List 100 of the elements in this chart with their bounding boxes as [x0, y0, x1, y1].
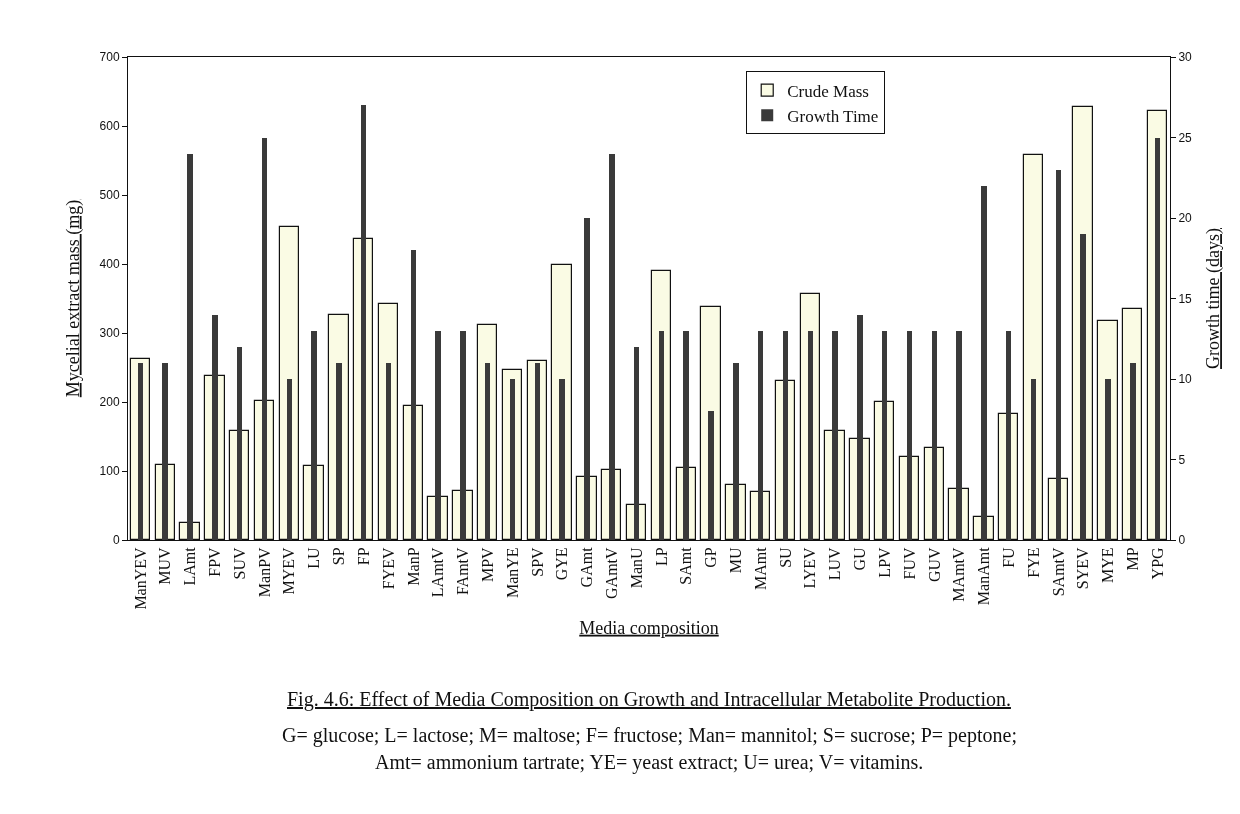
- bar: [435, 331, 441, 540]
- legend-label: Growth Time: [787, 106, 879, 126]
- bar: [237, 347, 242, 540]
- x-tick-label: GAmtV: [602, 546, 620, 599]
- bar: [460, 331, 466, 540]
- bar: [758, 331, 763, 540]
- x-tick-label: GP: [702, 547, 720, 568]
- bar: [683, 331, 689, 540]
- bar: [733, 363, 739, 540]
- x-tick-label: SP: [330, 547, 348, 566]
- bar: [1155, 138, 1160, 540]
- bar: [857, 315, 863, 540]
- y-tick-label: 200: [99, 395, 120, 410]
- y2-tick-label: 10: [1178, 372, 1193, 387]
- bar: [1056, 170, 1061, 540]
- bar: [981, 186, 987, 540]
- x-tick-label: ManYEV: [131, 546, 149, 610]
- x-axis-title: Media composition: [579, 617, 719, 638]
- text: G= glucose; L= lactose; M= maltose; F= fructose; Man= mannitol; S= sucrose; P= peptone;: [282, 724, 1017, 747]
- y-tick-label: 0: [112, 533, 120, 548]
- x-tick-label: MUV: [156, 546, 174, 585]
- x-tick-label: SU: [776, 546, 794, 568]
- bar: [708, 411, 714, 540]
- legend-label: Crude Mass: [787, 81, 869, 101]
- bar: [510, 379, 515, 540]
- bar: [386, 363, 391, 540]
- x-tick-label: SPV: [528, 546, 546, 577]
- x-tick-label: FP: [354, 547, 372, 566]
- bar: [1031, 379, 1036, 540]
- bar: [287, 379, 292, 540]
- y-tick-label: 500: [99, 188, 120, 203]
- y2-tick-label: 0: [1178, 533, 1186, 548]
- x-tick-label: SAmt: [677, 546, 695, 585]
- y-tick-label: 300: [99, 326, 120, 341]
- bar: [832, 331, 838, 540]
- x-tick-label: LAmtV: [429, 546, 447, 598]
- bar: [311, 331, 317, 540]
- x-tick-label: LAmt: [181, 546, 199, 586]
- caption: Fig. 4.6: Effect of Media Composition on Growth and Intracellular Metabolite Production.: [287, 688, 1011, 711]
- bar: [361, 105, 366, 540]
- x-tick-label: SYEV: [1074, 546, 1092, 590]
- x-tick-label: GYE: [553, 547, 571, 581]
- x-tick-label: SAmtV: [1049, 546, 1067, 597]
- y2-tick-label: 30: [1178, 50, 1193, 65]
- y2-tick-label: 5: [1178, 452, 1186, 467]
- y-tick-label: 700: [99, 50, 120, 65]
- bar: [808, 331, 813, 540]
- y-tick-label: 400: [99, 257, 120, 272]
- bar: [659, 331, 664, 540]
- x-tick-label: FPV: [206, 546, 224, 577]
- x-tick-label: MAmtV: [950, 546, 968, 602]
- bar: [336, 363, 342, 540]
- x-tick-label: MPV: [478, 546, 496, 583]
- y-tick-label: 100: [99, 464, 120, 479]
- x-tick-label: ManYE: [503, 547, 521, 599]
- text: Amt= ammonium tartrate; YE= yeast extract; U= urea; V= vitamins.: [375, 751, 924, 774]
- x-tick-label: MP: [1123, 547, 1141, 571]
- x-tick-label: ManAmt: [975, 546, 993, 606]
- bar: [882, 331, 887, 540]
- x-tick-label: GAmt: [578, 546, 596, 588]
- x-tick-label: FUV: [900, 546, 918, 580]
- x-tick-label: MYE: [1099, 547, 1117, 583]
- bar: [584, 218, 590, 540]
- y-axis-title: Mycelial extract mass (mg): [62, 199, 84, 398]
- bar: [559, 379, 565, 540]
- bar: [907, 331, 912, 540]
- x-tick-label: GUV: [925, 546, 943, 583]
- bar: [609, 154, 615, 540]
- y2-tick-label: 25: [1178, 130, 1193, 145]
- bar: [1006, 331, 1011, 540]
- bar: [1105, 379, 1111, 540]
- bar: [262, 138, 267, 540]
- x-tick-label: LPV: [875, 546, 893, 578]
- bar: [634, 347, 639, 540]
- y2-tick-label: 20: [1178, 211, 1193, 226]
- x-tick-label: FAmtV: [454, 546, 472, 596]
- bar: [1130, 363, 1136, 540]
- bar: [956, 331, 962, 540]
- x-tick-label: FYEV: [379, 546, 397, 590]
- x-tick-label: MYEV: [280, 546, 298, 595]
- y2-axis-title: Growth time (days): [1203, 228, 1225, 369]
- bar: [1080, 234, 1086, 540]
- bar: [932, 331, 937, 540]
- bar: [187, 154, 193, 540]
- x-tick-label: FU: [999, 546, 1017, 568]
- x-tick-label: SUV: [230, 546, 248, 580]
- x-tick-label: ManU: [627, 546, 645, 589]
- x-tick-label: ManPV: [255, 546, 273, 598]
- x-tick-label: FYE: [1024, 547, 1042, 578]
- x-tick-label: YPG: [1148, 546, 1166, 580]
- x-tick-label: GU: [851, 546, 869, 571]
- x-tick-label: LU: [305, 546, 323, 569]
- bar: [212, 315, 218, 540]
- bar: [162, 363, 168, 540]
- x-tick-label: ManP: [404, 547, 422, 586]
- x-tick-label: LUV: [826, 546, 844, 581]
- x-tick-label: LYEV: [801, 546, 819, 589]
- bar: [411, 250, 416, 540]
- y-tick-label: 600: [99, 119, 120, 134]
- x-tick-label: MU: [727, 546, 745, 574]
